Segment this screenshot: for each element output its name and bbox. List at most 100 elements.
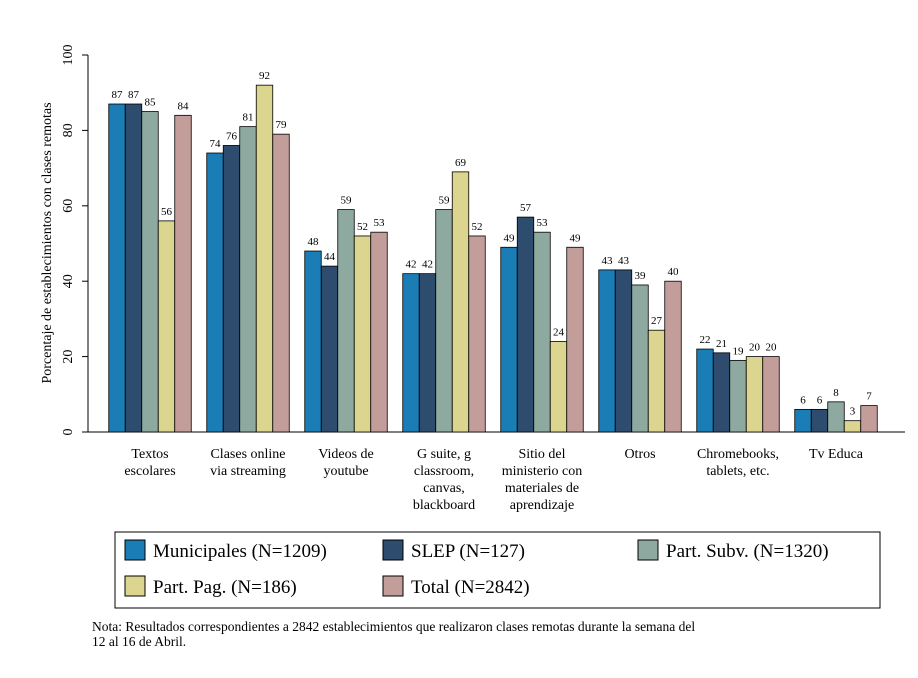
- legend-label: Part. Subv. (N=1320): [666, 541, 829, 562]
- x-tick-label: Tv Educa: [809, 447, 864, 462]
- value-label: 49: [570, 232, 582, 244]
- bar: [435, 209, 453, 433]
- x-tick-label: canvas,: [423, 481, 465, 496]
- legend-label: SLEP (N=127): [411, 541, 525, 562]
- legend-swatch: [382, 539, 404, 561]
- value-label: 39: [635, 270, 647, 282]
- note: 12 al 16 de Abril.: [92, 634, 186, 649]
- value-label: 48: [308, 236, 320, 248]
- value-label: 27: [651, 315, 663, 327]
- value-label: 53: [374, 217, 386, 229]
- bar: [141, 111, 159, 433]
- x-tick-label: Sitio del: [518, 447, 565, 462]
- bar: [304, 250, 322, 433]
- bar: [239, 126, 257, 433]
- y-tick-label: 100: [61, 45, 76, 66]
- bar: [500, 246, 518, 433]
- bar: [566, 246, 584, 433]
- value-label: 57: [520, 202, 532, 214]
- bar: [516, 216, 535, 433]
- value-label: 87: [112, 89, 124, 101]
- bar: [827, 401, 845, 433]
- value-label: 40: [668, 266, 680, 278]
- x-tick-label: Textos: [131, 447, 168, 462]
- value-label: 87: [128, 89, 140, 101]
- value-label: 20: [766, 342, 778, 354]
- x-tick-label: blackboard: [413, 498, 475, 513]
- y-tick-label: 0: [61, 429, 76, 436]
- value-label: 59: [341, 195, 353, 207]
- y-tick-label: 60: [61, 199, 76, 213]
- bar: [533, 231, 551, 433]
- bar: [468, 235, 486, 433]
- value-label: 59: [439, 195, 451, 207]
- y-axis-label: Porcentaje de establecimientos con clase…: [40, 102, 55, 383]
- value-label: 44: [324, 251, 336, 263]
- bar: [272, 133, 290, 433]
- bar: [860, 405, 878, 433]
- legend-swatch: [124, 539, 146, 561]
- value-label: 84: [178, 100, 190, 112]
- bar: [451, 171, 470, 433]
- bar: [222, 145, 241, 433]
- x-tick-label: aprendizaje: [510, 498, 575, 513]
- y-tick-label: 40: [61, 274, 76, 288]
- x-tick-label: Clases online: [210, 447, 285, 462]
- bar: [353, 235, 372, 433]
- value-label: 3: [850, 406, 856, 418]
- value-label: 8: [833, 387, 839, 399]
- x-tick-label: classroom,: [414, 464, 474, 479]
- value-label: 79: [276, 119, 288, 131]
- value-label: 7: [866, 391, 872, 403]
- value-label: 19: [733, 345, 745, 357]
- legend-swatch: [382, 575, 404, 597]
- value-label: 92: [259, 70, 270, 82]
- value-label: 20: [749, 342, 761, 354]
- value-label: 76: [226, 130, 238, 142]
- bar: [108, 103, 126, 433]
- bar: [206, 152, 224, 433]
- y-tick-label: 20: [61, 350, 76, 364]
- value-label: 52: [472, 221, 483, 233]
- legend-label: Part. Pag. (N=186): [153, 577, 297, 598]
- legend-label: Municipales (N=1209): [153, 541, 327, 562]
- bar: [598, 269, 616, 433]
- bar: [320, 265, 339, 433]
- x-tick-label: escolares: [124, 464, 175, 479]
- legend-box: [114, 531, 881, 609]
- x-tick-label: via streaming: [210, 464, 286, 479]
- bar: [614, 269, 633, 433]
- x-tick-label: tablets, etc.: [706, 464, 769, 479]
- x-tick-label: G suite, g: [417, 447, 471, 462]
- value-label: 42: [422, 259, 433, 271]
- bar: [337, 209, 355, 433]
- value-label: 6: [800, 394, 806, 406]
- bar: [712, 352, 731, 433]
- bar: [843, 420, 862, 433]
- bar: [402, 273, 420, 433]
- bar: [810, 408, 829, 433]
- legend-swatch: [637, 539, 659, 561]
- x-tick-label: Chromebooks,: [697, 447, 779, 462]
- bar: [418, 273, 437, 433]
- legend-label: Total (N=2842): [411, 577, 530, 598]
- bar: [729, 359, 747, 433]
- value-label: 24: [553, 327, 565, 339]
- bar: [124, 103, 143, 433]
- bar: [745, 356, 764, 433]
- legend-swatch: [124, 575, 146, 597]
- value-label: 21: [716, 338, 727, 350]
- x-tick-label: youtube: [323, 464, 368, 479]
- value-label: 85: [145, 97, 157, 109]
- bar: [370, 231, 388, 433]
- value-label: 56: [161, 206, 173, 218]
- bar: [647, 329, 666, 433]
- value-label: 74: [210, 138, 222, 150]
- note: Nota: Resultados correspondientes a 2842…: [92, 619, 695, 634]
- x-tick-label: Otros: [624, 447, 655, 462]
- x-tick-label: Videos de: [318, 447, 374, 462]
- value-label: 6: [817, 394, 823, 406]
- value-label: 43: [618, 255, 630, 267]
- bar: [174, 114, 192, 433]
